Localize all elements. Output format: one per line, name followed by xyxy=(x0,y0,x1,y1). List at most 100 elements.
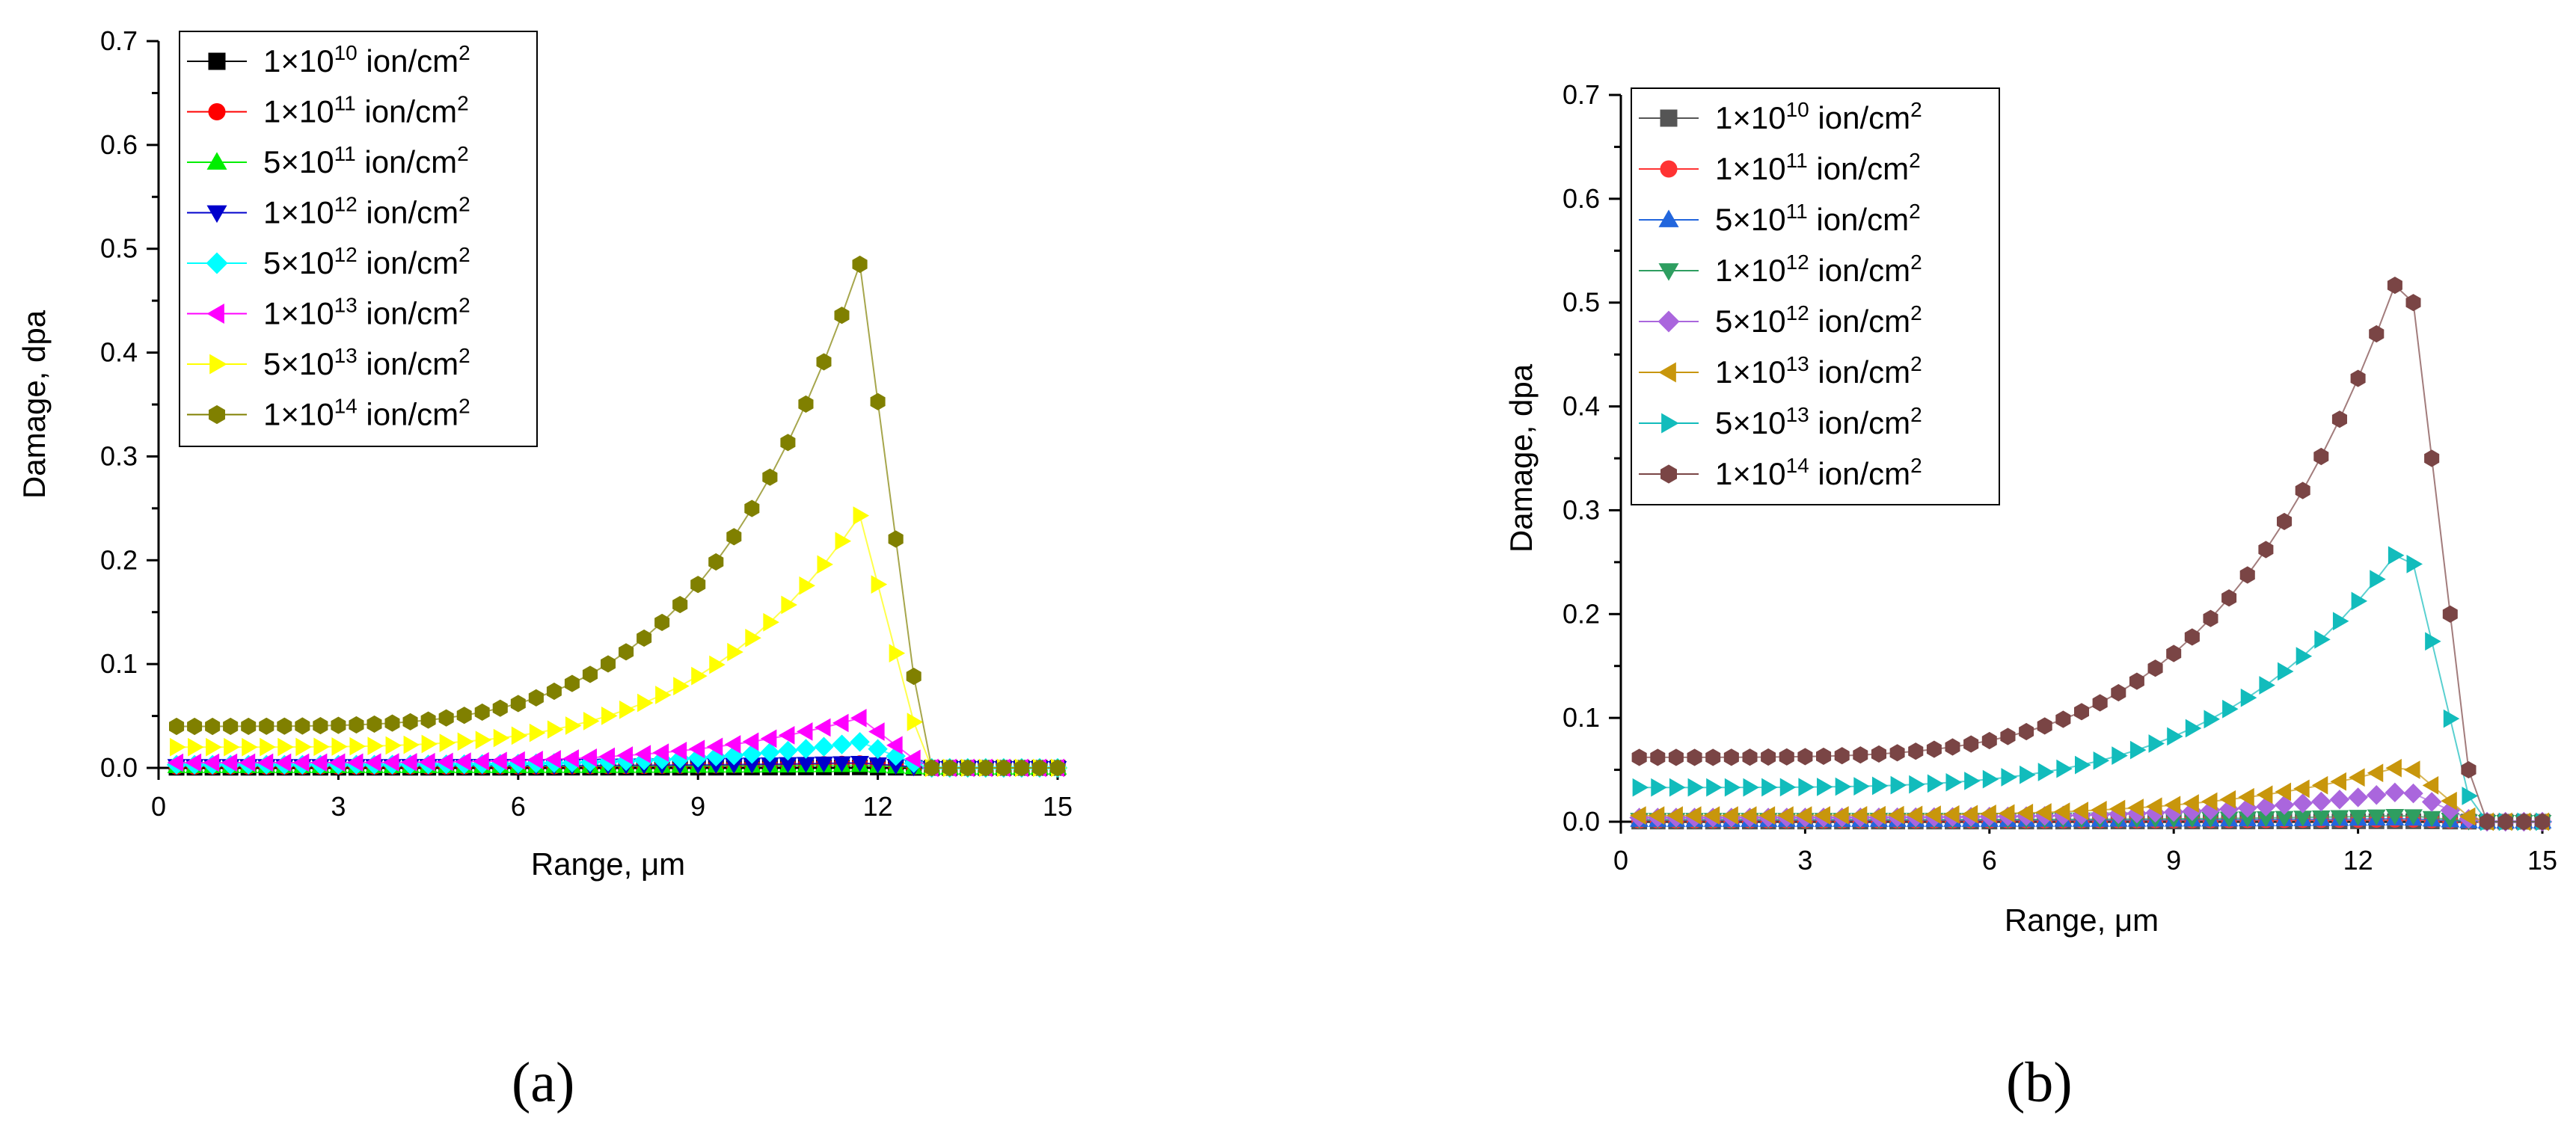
legend-marker xyxy=(209,405,225,425)
data-point xyxy=(2017,803,2034,822)
data-point xyxy=(2350,369,2366,387)
data-point xyxy=(1632,778,1649,797)
data-point xyxy=(2404,809,2423,825)
data-point xyxy=(814,718,831,737)
y-tick-label: 0.6 xyxy=(100,129,138,160)
data-point xyxy=(402,713,418,731)
data-point xyxy=(2074,703,2089,721)
legend-marker xyxy=(206,205,227,224)
data-point xyxy=(2164,796,2181,815)
data-point xyxy=(239,753,256,772)
legend-label: 1×1013 ion/cm2 xyxy=(263,294,470,331)
data-point xyxy=(2293,793,2313,813)
data-point xyxy=(2037,717,2052,735)
data-point xyxy=(439,733,456,752)
data-point xyxy=(2222,699,2239,719)
data-point xyxy=(1703,806,1720,825)
legend-marker xyxy=(206,303,224,325)
data-point xyxy=(310,753,328,772)
x-tick-label: 3 xyxy=(331,791,346,822)
data-point xyxy=(1963,735,1979,753)
data-point xyxy=(996,759,1011,777)
data-point xyxy=(2072,802,2088,820)
data-point xyxy=(2311,791,2331,812)
data-point xyxy=(367,736,384,756)
data-point xyxy=(2093,751,2110,770)
data-point xyxy=(511,726,528,745)
data-point xyxy=(942,759,957,777)
data-point xyxy=(2278,662,2294,681)
panel-label-b: (b) xyxy=(2006,1051,2073,1114)
data-point xyxy=(2240,688,2257,707)
data-point xyxy=(1631,748,1647,766)
data-point xyxy=(2330,810,2349,827)
data-point xyxy=(492,699,508,717)
data-point xyxy=(2442,605,2458,623)
y-axis-label: Damage, dpa xyxy=(16,310,52,499)
data-point xyxy=(580,748,597,767)
data-point xyxy=(1925,805,1941,824)
data-point xyxy=(1797,748,1813,766)
data-point xyxy=(2204,710,2220,729)
data-point xyxy=(1743,778,1759,797)
data-point xyxy=(2111,683,2126,702)
data-point xyxy=(2293,779,2310,799)
legend-label: 1×1012 ion/cm2 xyxy=(1715,250,1922,288)
data-point xyxy=(419,752,435,772)
legend-item: 1×1011 ion/cm2 xyxy=(1639,149,1921,186)
data-point xyxy=(853,506,870,525)
series-13-5 xyxy=(170,506,1067,778)
chart-a: 0 3 6 9 12 15 0.0 0.1 0.2 0.3 0.4 0.5 0.6 0.7 Range, μ… xyxy=(16,25,1073,882)
x-tick-label: 12 xyxy=(2343,845,2373,876)
data-point xyxy=(1777,806,1794,825)
data-point xyxy=(562,749,579,768)
data-point xyxy=(438,709,454,727)
data-point xyxy=(2092,694,2108,712)
x-tick-label: 6 xyxy=(511,791,526,822)
legend-item: 1×1010 ion/cm2 xyxy=(187,41,470,79)
legend-item: 1×1012 ion/cm2 xyxy=(187,193,470,230)
data-point xyxy=(170,737,186,757)
data-point xyxy=(295,717,310,735)
data-point xyxy=(2385,782,2405,803)
data-point xyxy=(1814,806,1831,825)
data-point xyxy=(2185,719,2202,738)
data-point xyxy=(796,739,816,759)
data-point xyxy=(224,737,240,757)
panel-label-a: (a) xyxy=(512,1051,575,1114)
data-point xyxy=(2385,809,2405,825)
y-tick-label: 0.4 xyxy=(100,337,138,368)
data-point xyxy=(763,612,779,632)
data-point xyxy=(475,731,492,750)
data-point xyxy=(547,720,564,739)
data-point xyxy=(2388,546,2405,565)
data-point xyxy=(1980,805,1996,823)
data-point xyxy=(2367,785,2387,805)
data-point xyxy=(601,655,616,673)
data-point xyxy=(1795,806,1812,825)
data-point xyxy=(814,736,834,757)
data-point xyxy=(799,576,815,595)
data-point xyxy=(616,746,634,765)
data-point xyxy=(1761,778,1778,797)
data-point xyxy=(781,595,797,615)
data-point xyxy=(565,716,582,735)
x-tick-label: 12 xyxy=(863,791,893,822)
legend-item: 1×1012 ion/cm2 xyxy=(1639,250,1922,288)
data-point xyxy=(1013,759,1029,777)
data-point xyxy=(889,644,906,662)
data-point xyxy=(2147,659,2163,677)
legend-item: 5×1012 ion/cm2 xyxy=(1639,301,1922,339)
data-point xyxy=(510,695,526,713)
data-point xyxy=(1723,748,1739,766)
data-point xyxy=(1742,748,1758,766)
data-point xyxy=(2370,570,2386,588)
data-point xyxy=(1630,806,1646,825)
legend-item: 5×1012 ion/cm2 xyxy=(187,243,470,280)
data-point xyxy=(798,395,814,413)
data-point xyxy=(960,759,975,777)
data-point xyxy=(2183,794,2199,813)
data-point xyxy=(185,753,202,772)
data-point xyxy=(2313,447,2329,466)
data-point xyxy=(259,717,275,735)
